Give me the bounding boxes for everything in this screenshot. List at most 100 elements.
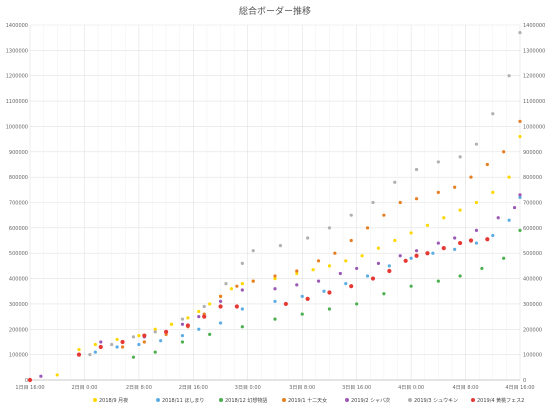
data-point bbox=[240, 282, 244, 286]
y-tick-label-right: 600000 bbox=[523, 226, 542, 232]
data-point bbox=[142, 340, 146, 344]
data-point bbox=[300, 294, 304, 298]
data-point bbox=[88, 353, 92, 357]
data-point bbox=[224, 282, 228, 286]
data-point bbox=[518, 31, 522, 35]
data-point bbox=[474, 228, 479, 232]
y-tick-label-right: 400000 bbox=[523, 277, 542, 283]
data-point bbox=[458, 240, 463, 246]
y-tick-label-right: 1400000 bbox=[523, 23, 545, 29]
data-point bbox=[474, 200, 479, 205]
data-point bbox=[234, 304, 239, 309]
data-point bbox=[491, 112, 495, 116]
data-point bbox=[403, 258, 408, 263]
data-point bbox=[365, 226, 370, 230]
data-point bbox=[431, 251, 435, 255]
x-tick-label: 2日目 16:00 bbox=[179, 385, 208, 391]
y-tick-label-right: 500000 bbox=[523, 251, 542, 257]
data-point bbox=[120, 345, 125, 349]
y-tick-label-right: 900000 bbox=[523, 150, 542, 156]
y-tick-label-right: 1300000 bbox=[523, 48, 545, 54]
legend-marker bbox=[282, 398, 286, 402]
data-point bbox=[371, 200, 375, 205]
data-point bbox=[99, 340, 103, 344]
y-tick-label-left: 0 bbox=[25, 378, 28, 384]
data-point bbox=[365, 274, 370, 278]
data-point bbox=[305, 296, 310, 301]
y-tick-label-right: 300000 bbox=[523, 302, 542, 308]
series-group bbox=[27, 31, 522, 383]
legend-label: 2018/11 ほしまり bbox=[162, 398, 204, 404]
data-point bbox=[39, 374, 43, 378]
data-point bbox=[398, 200, 402, 205]
data-point bbox=[458, 274, 462, 278]
data-point bbox=[327, 264, 332, 268]
x-tick-label: 4日目 16:00 bbox=[505, 385, 534, 391]
data-point bbox=[185, 323, 190, 328]
data-point bbox=[491, 190, 495, 194]
data-point bbox=[409, 284, 413, 288]
y-tick-label-left: 1400000 bbox=[6, 23, 28, 29]
data-point bbox=[153, 330, 157, 334]
data-point bbox=[218, 294, 223, 298]
data-point bbox=[218, 304, 223, 309]
data-point bbox=[425, 251, 430, 256]
y-tick-label-right: 1200000 bbox=[523, 74, 545, 80]
legend-marker bbox=[219, 398, 223, 402]
y-tick-label-right: 1100000 bbox=[523, 99, 545, 105]
data-point bbox=[387, 268, 392, 274]
x-tick-label: 4日目 8:00 bbox=[453, 385, 479, 391]
y-tick-label-left: 300000 bbox=[9, 302, 28, 308]
data-point bbox=[295, 269, 299, 273]
y-tick-label-left: 800000 bbox=[9, 175, 28, 181]
data-point bbox=[27, 377, 33, 383]
data-point bbox=[240, 261, 244, 265]
data-point bbox=[283, 301, 288, 307]
data-point bbox=[180, 317, 185, 321]
data-point bbox=[469, 175, 473, 179]
data-point bbox=[115, 345, 119, 349]
data-point bbox=[349, 213, 353, 217]
series-2 bbox=[131, 228, 522, 359]
data-point bbox=[349, 238, 353, 243]
data-point bbox=[344, 259, 348, 263]
data-point bbox=[496, 216, 500, 220]
data-point bbox=[77, 347, 81, 352]
data-point bbox=[453, 236, 457, 240]
x-tick-label: 2日目 0:00 bbox=[71, 385, 97, 391]
data-point bbox=[273, 299, 277, 303]
data-point bbox=[376, 246, 381, 250]
data-point bbox=[142, 333, 147, 338]
data-point bbox=[518, 228, 522, 232]
data-point bbox=[485, 237, 490, 242]
data-point bbox=[507, 218, 511, 222]
y-tick-label-left: 700000 bbox=[9, 201, 28, 207]
data-point bbox=[251, 249, 255, 253]
data-point bbox=[273, 276, 277, 281]
data-point bbox=[409, 256, 413, 260]
y-tick-label-left: 100000 bbox=[9, 353, 28, 359]
data-point bbox=[491, 233, 495, 238]
data-point bbox=[273, 287, 277, 291]
data-point bbox=[153, 350, 157, 354]
data-point bbox=[197, 327, 201, 331]
data-point bbox=[349, 284, 354, 289]
legend-label: 2019/2 シャバ次 bbox=[351, 397, 390, 404]
x-tick-label: 4日目 0:00 bbox=[398, 385, 424, 391]
data-point bbox=[110, 342, 114, 347]
data-point bbox=[115, 337, 119, 342]
data-point bbox=[436, 190, 440, 194]
data-point bbox=[425, 223, 430, 227]
data-point bbox=[414, 249, 419, 253]
data-point bbox=[344, 282, 348, 286]
data-point bbox=[518, 193, 522, 197]
data-point bbox=[518, 195, 522, 200]
data-point bbox=[180, 334, 185, 338]
data-point bbox=[393, 180, 397, 184]
data-point bbox=[131, 355, 136, 359]
data-point bbox=[442, 216, 446, 220]
data-point bbox=[208, 332, 212, 336]
data-point bbox=[316, 259, 321, 263]
data-point bbox=[322, 289, 326, 293]
